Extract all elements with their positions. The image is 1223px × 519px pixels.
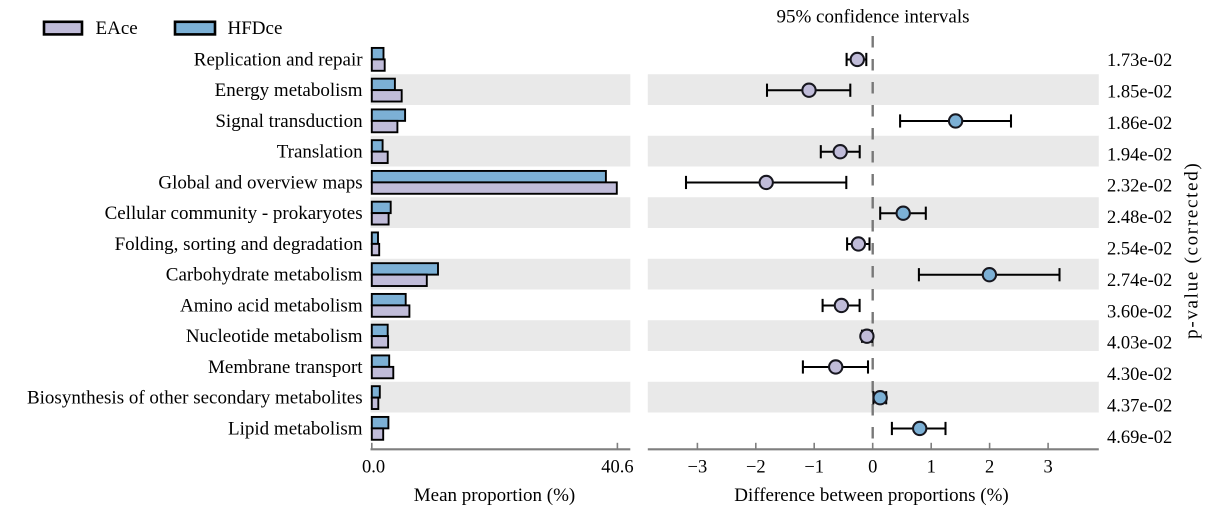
svg-text:EAce: EAce bbox=[96, 18, 138, 39]
svg-text:2.48e-02: 2.48e-02 bbox=[1107, 208, 1172, 228]
svg-text:1.85e-02: 1.85e-02 bbox=[1107, 83, 1172, 103]
svg-text:2.74e-02: 2.74e-02 bbox=[1107, 271, 1172, 291]
svg-text:1.73e-02: 1.73e-02 bbox=[1107, 51, 1172, 71]
svg-text:1: 1 bbox=[927, 457, 936, 477]
svg-text:3.60e-02: 3.60e-02 bbox=[1107, 302, 1172, 322]
svg-text:Difference between proportions: Difference between proportions (%) bbox=[734, 485, 1009, 506]
svg-text:HFDce: HFDce bbox=[228, 18, 283, 39]
svg-text:Signal transduction: Signal transduction bbox=[215, 111, 363, 132]
svg-text:4.69e-02: 4.69e-02 bbox=[1107, 428, 1172, 448]
svg-text:Amino acid metabolism: Amino acid metabolism bbox=[180, 295, 363, 316]
svg-text:Carbohydrate metabolism: Carbohydrate metabolism bbox=[166, 265, 363, 286]
svg-text:Global and overview maps: Global and overview maps bbox=[158, 172, 362, 193]
svg-text:Membrane transport: Membrane transport bbox=[208, 357, 363, 378]
svg-text:40.6: 40.6 bbox=[601, 457, 633, 477]
svg-text:Folding, sorting and degradati: Folding, sorting and degradation bbox=[115, 234, 364, 255]
svg-text:2.32e-02: 2.32e-02 bbox=[1107, 177, 1172, 197]
svg-text:4.30e-02: 4.30e-02 bbox=[1107, 365, 1172, 385]
svg-text:Energy metabolism: Energy metabolism bbox=[215, 80, 363, 101]
svg-text:Replication and repair: Replication and repair bbox=[194, 49, 363, 70]
svg-text:3: 3 bbox=[1043, 457, 1052, 477]
svg-text:−1: −1 bbox=[804, 457, 824, 477]
svg-text:1.94e-02: 1.94e-02 bbox=[1107, 145, 1172, 165]
svg-text:95% confidence intervals: 95% confidence intervals bbox=[776, 6, 969, 27]
svg-text:p-value (corrected): p-value (corrected) bbox=[1182, 162, 1203, 339]
svg-text:−2: −2 bbox=[746, 457, 766, 477]
svg-text:−3: −3 bbox=[688, 457, 708, 477]
svg-text:2.54e-02: 2.54e-02 bbox=[1107, 240, 1172, 260]
svg-text:2: 2 bbox=[985, 457, 994, 477]
svg-text:4.37e-02: 4.37e-02 bbox=[1107, 397, 1172, 417]
svg-text:Lipid metabolism: Lipid metabolism bbox=[228, 418, 363, 439]
svg-text:0: 0 bbox=[868, 457, 877, 477]
svg-text:Translation: Translation bbox=[277, 142, 363, 163]
svg-text:0.0: 0.0 bbox=[362, 457, 385, 477]
svg-text:1.86e-02: 1.86e-02 bbox=[1107, 114, 1172, 134]
svg-text:4.03e-02: 4.03e-02 bbox=[1107, 334, 1172, 354]
svg-text:Cellular community - prokaryot: Cellular community - prokaryotes bbox=[105, 203, 363, 224]
svg-text:Nucleotide metabolism: Nucleotide metabolism bbox=[186, 326, 363, 347]
svg-text:Biosynthesis of other secondar: Biosynthesis of other secondary metaboli… bbox=[27, 388, 363, 409]
svg-text:Mean proportion (%): Mean proportion (%) bbox=[414, 485, 575, 506]
